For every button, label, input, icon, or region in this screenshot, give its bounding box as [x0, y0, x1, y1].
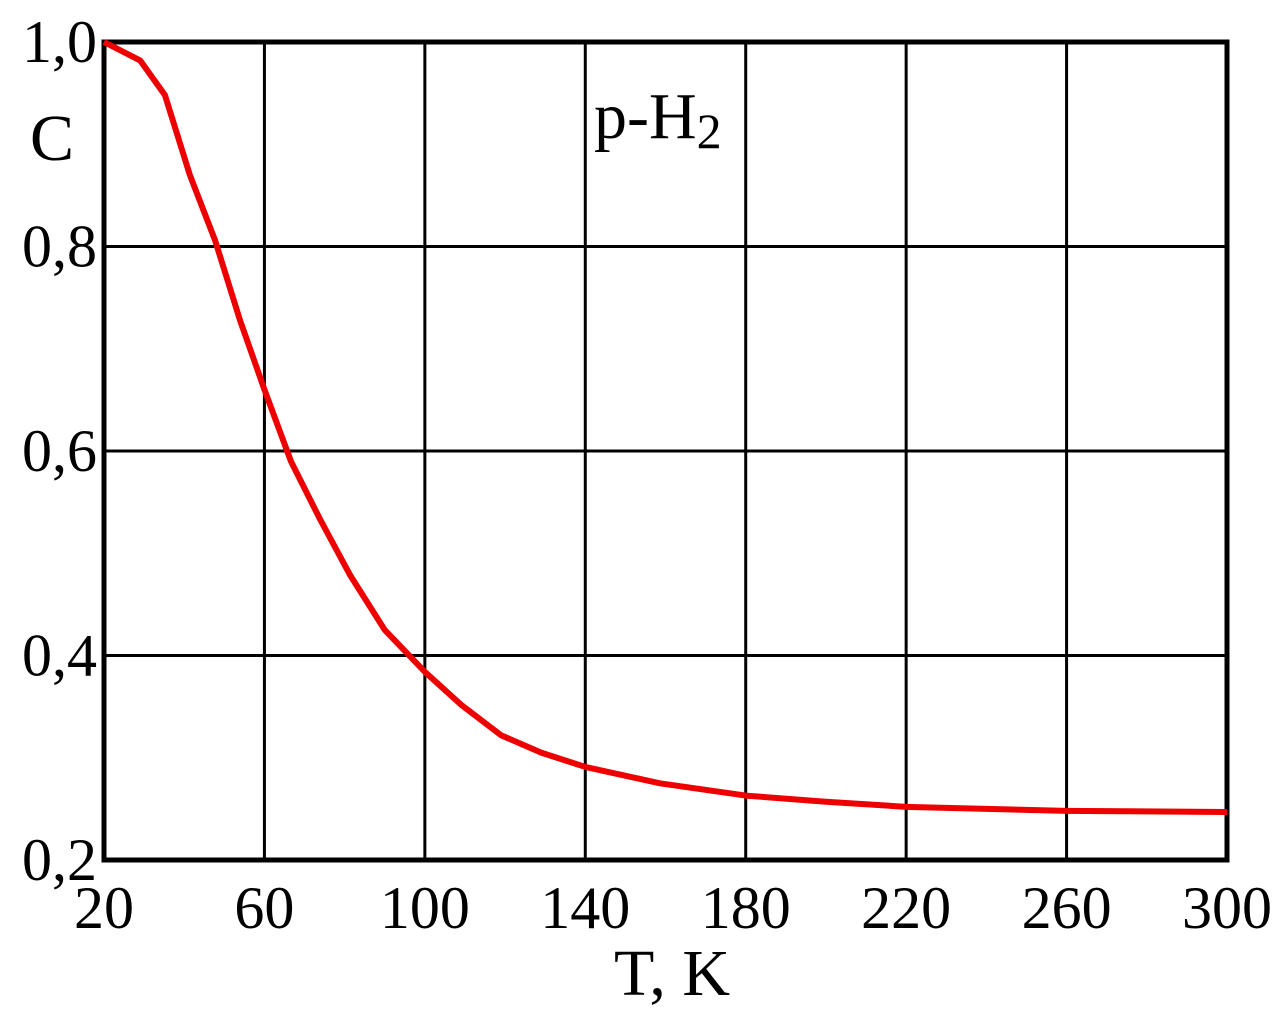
- x-tick-label: 60: [234, 875, 294, 941]
- plot-frame: [101, 39, 1230, 863]
- data-line: [102, 39, 1228, 815]
- y-tick-label: 0,6: [22, 418, 97, 484]
- y-tick-label: 0,8: [22, 214, 97, 280]
- title-subscript: 2: [697, 103, 722, 159]
- title-text: p-H: [594, 80, 697, 153]
- x-axis-label: T, K: [614, 937, 730, 1010]
- x-tick-label: 100: [380, 875, 470, 941]
- y-tick-label: 0,2: [22, 827, 97, 893]
- x-tick-label: 220: [861, 875, 951, 941]
- x-tick-label: 20: [74, 875, 134, 941]
- x-tick-label: 300: [1182, 875, 1272, 941]
- x-tick-label: 140: [540, 875, 630, 941]
- x-tick-label: 260: [1022, 875, 1112, 941]
- y-tick-label: 0,4: [22, 623, 97, 689]
- chart-title: p-H2: [594, 80, 722, 159]
- x-tick-label: 180: [701, 875, 791, 941]
- y-tick-label: 1,0: [22, 9, 97, 75]
- y-axis-label: C: [30, 102, 74, 175]
